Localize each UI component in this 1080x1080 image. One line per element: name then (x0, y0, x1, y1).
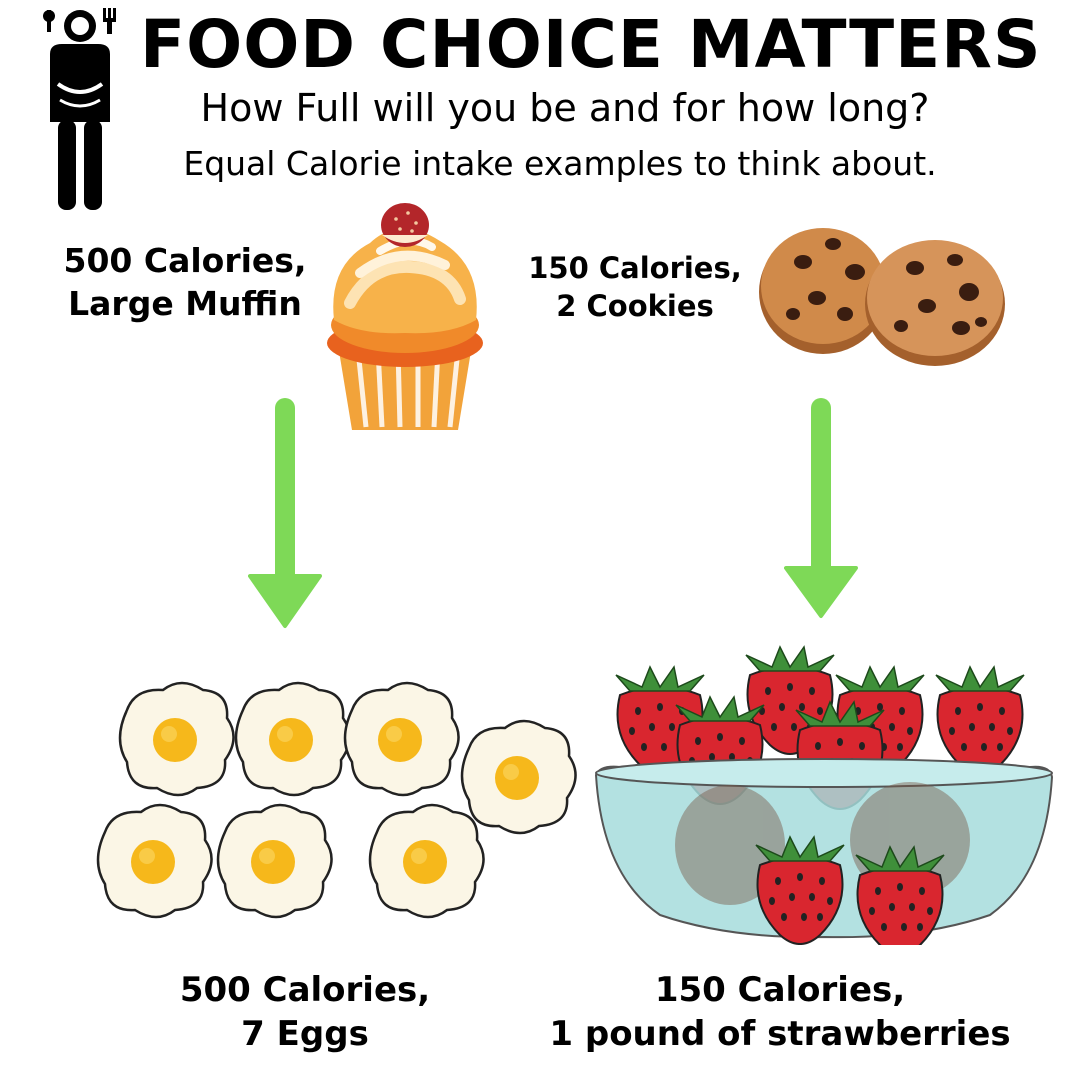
page-title: FOOD CHOICE MATTERS (140, 6, 1042, 83)
cookies-icon (759, 228, 1005, 366)
strawberries-icon (594, 646, 1054, 945)
muffin-icon (327, 203, 483, 430)
cookies-label: 150 Calories, 2 Cookies (520, 250, 750, 325)
tagline: Equal Calorie intake examples to think a… (183, 144, 937, 183)
strawberries-name: 1 pound of strawberries (549, 1014, 1011, 1055)
eggs-name: 7 Eggs (241, 1014, 369, 1055)
eggs-label: 500 Calories, 7 Eggs (140, 968, 470, 1056)
strawberries-calories: 150 Calories, (654, 970, 906, 1010)
cookies-name: 2 Cookies (556, 288, 714, 323)
subtitle: How Full will you be and for how long? (200, 86, 930, 130)
down-arrow-icon (248, 398, 322, 628)
muffin-label: 500 Calories, Large Muffin (40, 240, 330, 326)
cookies-calories: 150 Calories, (528, 251, 742, 285)
eggs-calories: 500 Calories, (179, 970, 431, 1010)
muffin-calories: 500 Calories, (63, 241, 307, 280)
person-dining-icon (43, 8, 116, 210)
muffin-name: Large Muffin (68, 283, 302, 323)
strawberries-label: 150 Calories, 1 pound of strawberries (540, 968, 1020, 1056)
down-arrow-icon (784, 398, 858, 618)
eggs-icon (96, 681, 577, 919)
